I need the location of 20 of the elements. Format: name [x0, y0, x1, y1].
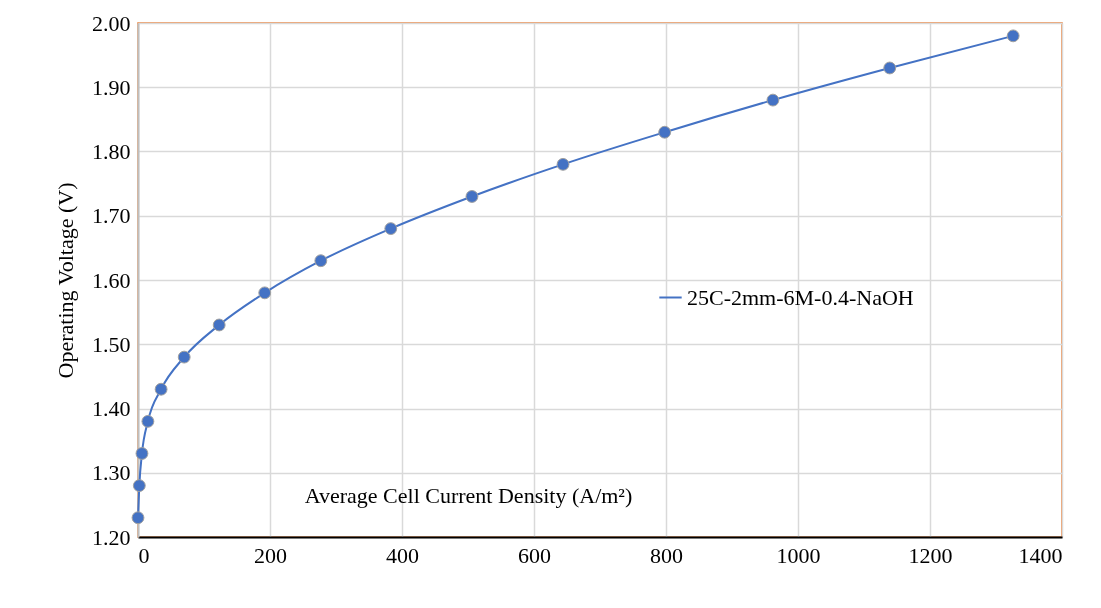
y-tick-label: 1.70	[92, 203, 131, 229]
y-tick-label: 1.90	[92, 74, 131, 100]
y-tick-label: 1.80	[92, 139, 131, 164]
x-tick-label: 400	[386, 542, 419, 568]
y-tick-label: 1.30	[92, 460, 131, 486]
y-tick-label: 1.50	[92, 331, 131, 357]
legend-label: 25C-2mm-6M-0.4-NaOH	[687, 284, 914, 310]
y-tick-label: 2.00	[92, 10, 131, 36]
y-tick-label: 1.40	[92, 396, 131, 421]
x-tick-label: 1400	[1018, 542, 1063, 568]
y-tick-label: 1.60	[92, 267, 131, 293]
x-tick-label: 800	[650, 542, 683, 568]
x-tick-label: 600	[518, 542, 551, 568]
x-tick-label: 0	[138, 542, 150, 568]
y-tick-label: 1.20	[92, 524, 131, 550]
y-axis-title: Operating Voltage (V)	[53, 182, 78, 379]
x-tick-label: 200	[254, 542, 287, 568]
x-tick-label: 1000	[776, 542, 821, 568]
x-tick-label: 1200	[908, 542, 953, 568]
x-axis-title: Average Cell Current Density (A/m²)	[304, 482, 633, 508]
